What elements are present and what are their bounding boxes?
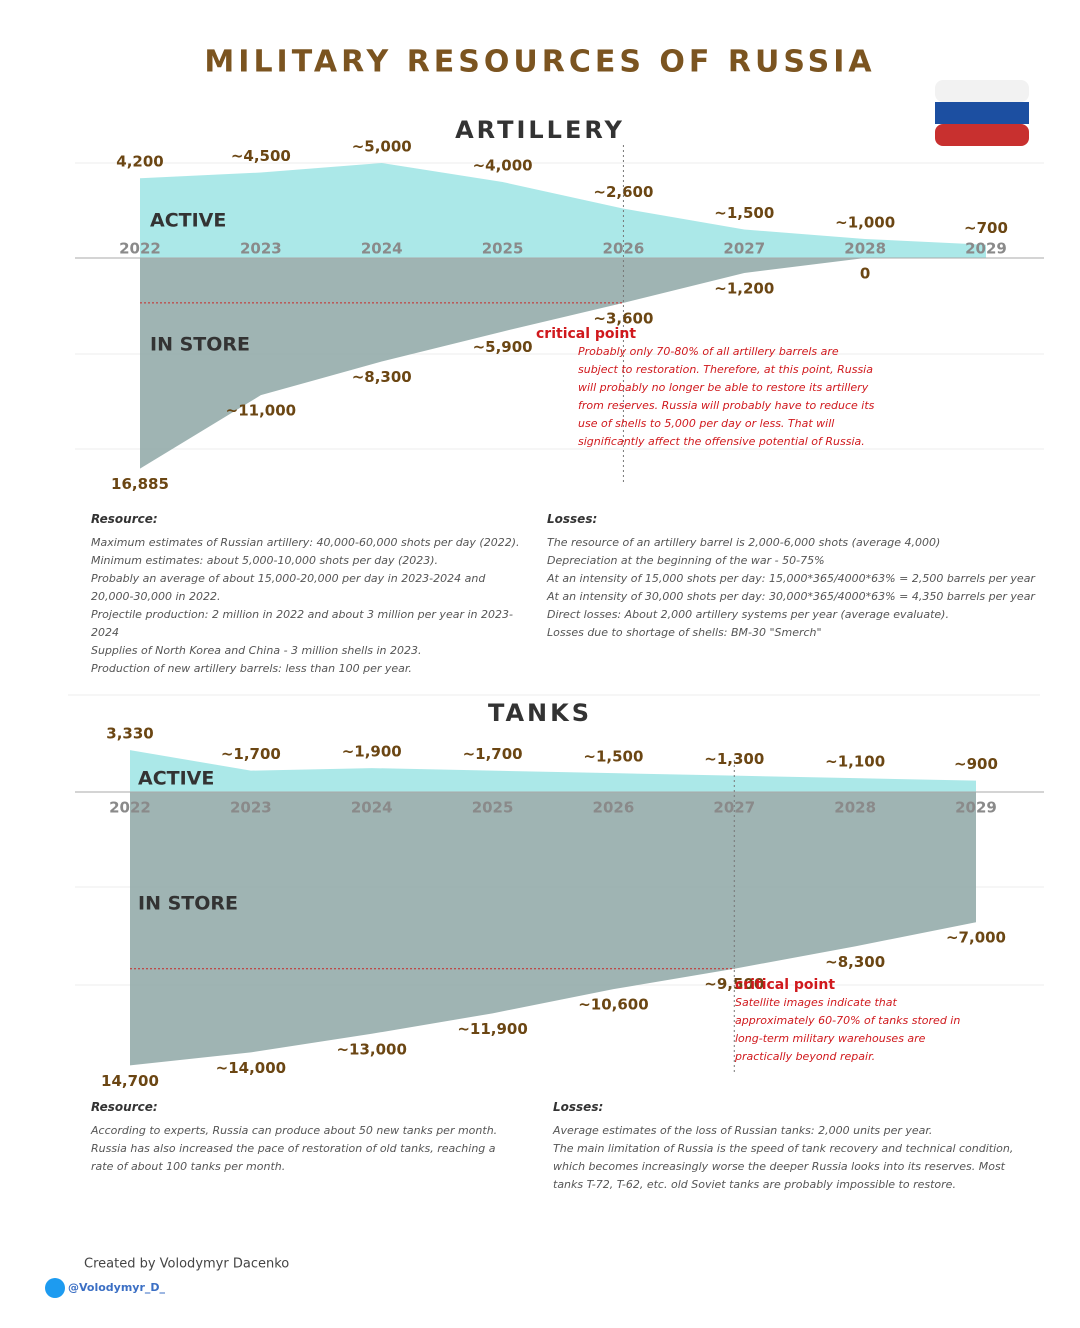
value-label: 3,330: [106, 725, 153, 743]
note-line: Supplies of North Korea and China - 3 mi…: [91, 644, 422, 657]
x-tick-label: 2023: [240, 240, 282, 258]
note-block: Resource: According to experts, Russia ca…: [91, 1098, 506, 1176]
handle: @Volodymyr_D_: [68, 1281, 166, 1294]
value-label: ~10,600: [578, 996, 648, 1014]
note-line: The main limitation of Russia is the spe…: [553, 1142, 1014, 1191]
note-heading: Resource:: [91, 1100, 158, 1114]
area: [140, 163, 986, 258]
critical-text: Probably only 70-80% of all artillery ba…: [578, 345, 875, 448]
value-label: 0: [860, 265, 870, 283]
series-label: ACTIVE: [150, 210, 226, 232]
twitter-icon: [45, 1278, 65, 1298]
note-line: Production of new artillery barrels: les…: [91, 662, 412, 675]
x-tick-label: 2022: [119, 240, 161, 258]
note-block: Losses: The resource of an artillery barr…: [547, 510, 1037, 642]
x-tick-label: 2024: [361, 240, 403, 258]
x-tick-label: 2029: [965, 240, 1007, 258]
value-label: ~5,000: [352, 138, 412, 156]
note-line: Projectile production: 2 million in 2022…: [91, 608, 513, 639]
note-line: At an intensity of 15,000 shots per day:…: [547, 572, 1035, 585]
value-label: 16,885: [111, 475, 169, 493]
critical-label: critical point: [536, 326, 637, 342]
area: [130, 750, 976, 792]
value-label: ~9,500: [704, 975, 764, 993]
note-block: Resource: Maximum estimates of Russian ar…: [91, 510, 521, 678]
x-tick-label: 2026: [593, 799, 635, 817]
value-label: 14,700: [101, 1072, 159, 1090]
value-label: ~700: [964, 219, 1008, 237]
x-tick-label: 2027: [723, 240, 765, 258]
note-block: Losses: Average estimates of the loss of …: [553, 1098, 1038, 1194]
x-tick-label: 2028: [834, 799, 876, 817]
note-line: Probably an average of about 15,000-20,0…: [91, 572, 486, 603]
value-label: ~11,000: [226, 402, 296, 420]
x-tick-label: 2028: [844, 240, 886, 258]
x-tick-label: 2024: [351, 799, 393, 817]
value-label: ~3,600: [593, 309, 653, 327]
flag: [935, 80, 1029, 146]
value-label: ~8,300: [352, 368, 412, 386]
critical-note: critical point Satellite images indicate …: [735, 976, 975, 1066]
value-label: 4,200: [116, 153, 163, 171]
value-label: ~1,000: [835, 214, 895, 232]
x-tick-label: 2025: [472, 799, 514, 817]
note-heading: Resource:: [91, 512, 158, 526]
x-tick-label: 2029: [955, 799, 997, 817]
note-line: Maximum estimates of Russian artillery: …: [91, 536, 520, 549]
note-line: Losses due to shortage of shells: BM-30 …: [547, 626, 822, 639]
value-label: ~1,700: [463, 745, 523, 763]
note-heading: Losses:: [553, 1100, 604, 1114]
note-line: At an intensity of 30,000 shots per day:…: [547, 590, 1035, 603]
chart-title: ARTILLERY: [455, 116, 625, 144]
note-line: According to experts, Russia can produce…: [91, 1124, 498, 1173]
value-label: ~4,000: [473, 157, 533, 175]
value-label: ~900: [954, 755, 998, 773]
critical-note: critical point Probably only 70-80% of al…: [536, 325, 881, 451]
note-line: Direct losses: About 2,000 artillery sys…: [547, 608, 949, 621]
series-label: ACTIVE: [138, 768, 214, 790]
value-label: ~4,500: [231, 147, 291, 165]
x-tick-label: 2026: [603, 240, 645, 258]
chart-title: TANKS: [488, 699, 592, 727]
credit: Created by Volodymyr Dacenko: [84, 1257, 289, 1272]
page-title: MILITARY RESOURCES OF RUSSIA: [204, 45, 875, 80]
note-line: The resource of an artillery barrel is 2…: [547, 536, 941, 549]
x-tick-label: 2022: [109, 799, 151, 817]
critical-label: critical point: [735, 977, 836, 993]
area: [140, 258, 866, 469]
value-label: ~13,000: [336, 1040, 406, 1058]
value-label: ~7,000: [946, 929, 1006, 947]
value-label: ~1,100: [825, 753, 885, 771]
critical-text: Satellite images indicate that approxima…: [735, 996, 961, 1063]
series-label: IN STORE: [138, 893, 238, 915]
series-label: IN STORE: [150, 334, 250, 356]
value-label: ~1,300: [704, 750, 764, 768]
value-label: ~1,900: [342, 743, 402, 761]
value-label: ~1,500: [583, 748, 643, 766]
x-tick-label: 2027: [713, 799, 755, 817]
x-tick-label: 2023: [230, 799, 272, 817]
value-label: ~11,900: [457, 1020, 527, 1038]
area: [130, 792, 976, 1066]
note-line: Depreciation at the beginning of the war…: [547, 554, 825, 567]
note-line: Minimum estimates: about 5,000-10,000 sh…: [91, 554, 439, 567]
x-tick-label: 2025: [482, 240, 524, 258]
value-label: ~1,700: [221, 745, 281, 763]
value-label: ~1,500: [714, 204, 774, 222]
value-label: ~2,600: [593, 183, 653, 201]
note-heading: Losses:: [547, 512, 598, 526]
value-label: ~1,200: [714, 279, 774, 297]
value-label: ~5,900: [473, 338, 533, 356]
value-label: ~14,000: [216, 1059, 286, 1077]
note-line: Average estimates of the loss of Russian…: [553, 1124, 933, 1137]
value-label: ~8,300: [825, 953, 885, 971]
